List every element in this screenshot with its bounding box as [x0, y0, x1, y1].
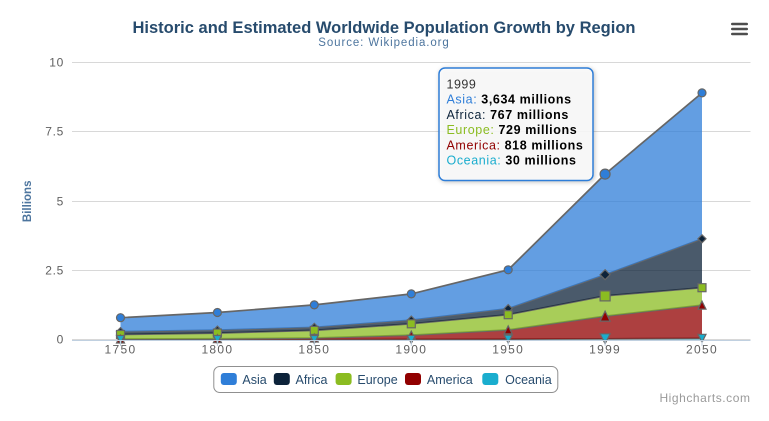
svg-text:1900: 1900 — [395, 343, 427, 357]
svg-text:Historic and Estimated Worldwi: Historic and Estimated Worldwide Populat… — [133, 19, 636, 37]
svg-text:5: 5 — [57, 195, 64, 209]
svg-text:1950: 1950 — [492, 343, 524, 357]
svg-text:10: 10 — [49, 56, 64, 70]
svg-text:Europe:729 millions: Europe: 729 millions — [447, 123, 578, 137]
svg-text:Europe: Europe — [357, 373, 397, 387]
svg-text:1800: 1800 — [201, 343, 233, 357]
svg-text:2050: 2050 — [686, 343, 718, 357]
svg-text:Asia:3,634 millions: Asia: 3,634 millions — [447, 93, 572, 107]
svg-text:Asia: Asia — [242, 373, 266, 387]
svg-text:Highcharts.com: Highcharts.com — [659, 391, 750, 405]
svg-text:Source: Wikipedia.org: Source: Wikipedia.org — [318, 37, 449, 49]
svg-text:Africa:767 millions: Africa: 767 millions — [447, 108, 569, 122]
svg-text:America:818 millions: America: 818 millions — [447, 138, 584, 152]
svg-text:1999: 1999 — [447, 78, 477, 92]
svg-text:1999: 1999 — [589, 343, 621, 357]
svg-text:1750: 1750 — [105, 343, 137, 357]
svg-text:0: 0 — [57, 333, 64, 347]
svg-text:America: America — [427, 373, 473, 387]
svg-text:Billions: Billions — [22, 181, 34, 223]
svg-text:Africa: Africa — [296, 373, 328, 387]
svg-text:Oceania:30 millions: Oceania: 30 millions — [447, 154, 577, 168]
svg-text:7.5: 7.5 — [45, 125, 64, 139]
svg-text:2.5: 2.5 — [45, 264, 64, 278]
svg-text:1850: 1850 — [298, 343, 330, 357]
svg-text:Oceania: Oceania — [505, 373, 552, 387]
